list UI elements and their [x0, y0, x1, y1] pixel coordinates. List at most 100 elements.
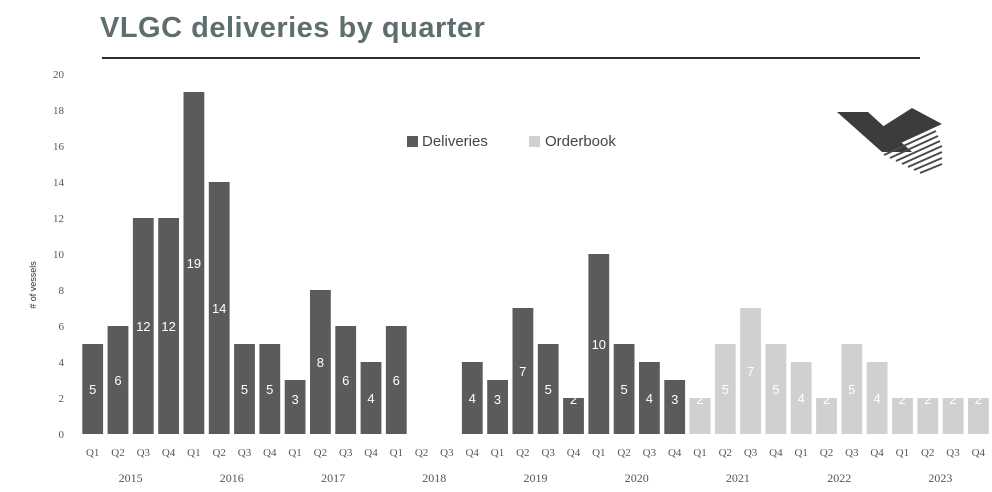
bar-deliveries	[487, 380, 508, 434]
quarter-label: Q3	[643, 447, 657, 459]
bar-value-label: 5	[266, 382, 273, 397]
bar-orderbook	[866, 362, 888, 434]
bar-value-label: 2	[949, 392, 956, 407]
bar-deliveries	[107, 326, 129, 434]
quarter-label: Q2	[719, 447, 732, 459]
year-label: 2020	[625, 471, 649, 485]
quarter-label: Q1	[187, 447, 200, 459]
bar-value-label: 6	[393, 373, 400, 388]
bar-value-label: 5	[722, 382, 729, 397]
quarter-label: Q3	[137, 447, 151, 459]
quarter-label: Q3	[845, 447, 859, 459]
quarter-label: Q4	[465, 447, 479, 459]
bar-deliveries	[158, 218, 179, 434]
title-underline	[102, 57, 920, 59]
quarter-label: Q1	[288, 447, 301, 459]
bar-value-label: 6	[342, 373, 349, 388]
bar-deliveries	[82, 344, 104, 434]
bar-value-label: 2	[696, 392, 703, 407]
y-tick-label: 0	[59, 429, 65, 441]
quarter-label: Q2	[212, 447, 225, 459]
bar-orderbook	[892, 398, 913, 434]
bar-orderbook	[942, 398, 964, 434]
bar-orderbook	[790, 362, 812, 434]
x-axis-labels: Q1 Q2 Q3 Q4 Q1 Q2 Q3 Q4 Q1 Q2 Q3 Q4 Q1 Q2 Q3 Q4 Q1 Q2 Q3 Q4…	[86, 447, 986, 485]
y-tick-label: 18	[53, 105, 65, 117]
bar-deliveries	[183, 92, 205, 434]
quarter-label: Q3	[440, 447, 454, 459]
bar-value-label: 2	[570, 392, 577, 407]
y-tick-label: 8	[59, 285, 65, 297]
bar-orderbook	[917, 398, 939, 434]
quarter-label: Q3	[744, 447, 758, 459]
quarter-label: Q4	[668, 447, 682, 459]
y-axis-title: # of vessels	[28, 261, 38, 309]
bar-value-label: 4	[469, 391, 476, 406]
quarter-label: Q3	[339, 447, 353, 459]
quarter-label: Q2	[415, 447, 428, 459]
bar-value-label: 10	[592, 337, 606, 352]
bar-deliveries	[284, 380, 306, 434]
y-tick-label: 4	[59, 357, 65, 369]
year-label: 2019	[524, 471, 548, 485]
quarter-label: Q3	[238, 447, 252, 459]
quarter-label: Q2	[111, 447, 124, 459]
chart-title: VLGC deliveries by quarter	[100, 12, 486, 44]
bar-value-label: 7	[747, 364, 754, 379]
quarter-label: Q1	[693, 447, 706, 459]
bar-value-label: 4	[798, 391, 805, 406]
year-label: 2022	[827, 471, 851, 485]
bar-deliveries	[563, 398, 584, 434]
legend-swatch-orderbook	[529, 136, 540, 147]
bar-value-label: 2	[899, 392, 906, 407]
bar-deliveries	[613, 344, 635, 434]
bar-deliveries	[537, 344, 559, 434]
bar-orderbook	[689, 398, 711, 434]
bars: 5612121914553864643752105432257542542222	[82, 92, 989, 434]
quarter-label: Q1	[86, 447, 99, 459]
bar-orderbook	[740, 308, 761, 434]
quarter-label: Q3	[946, 447, 960, 459]
year-label: 2016	[220, 471, 244, 485]
y-tick-label: 10	[53, 249, 65, 261]
bar-value-label: 12	[161, 319, 175, 334]
bar-value-label: 4	[367, 391, 374, 406]
bar-value-label: 2	[924, 392, 931, 407]
bar-value-label: 8	[317, 355, 324, 370]
quarter-label: Q4	[263, 447, 277, 459]
y-tick-label: 16	[53, 141, 65, 153]
quarter-label: Q2	[314, 447, 327, 459]
y-tick-label: 14	[53, 177, 65, 189]
bar-value-label: 5	[89, 382, 96, 397]
bar-orderbook	[816, 398, 837, 434]
quarter-label: Q4	[162, 447, 176, 459]
bar-orderbook	[968, 398, 989, 434]
bar-deliveries	[132, 218, 154, 434]
bar-value-label: 5	[848, 382, 855, 397]
quarter-label: Q2	[516, 447, 529, 459]
bar-deliveries	[208, 182, 230, 434]
quarter-label: Q4	[364, 447, 378, 459]
quarter-label: Q4	[870, 447, 884, 459]
bar-orderbook	[765, 344, 787, 434]
bar-orderbook	[714, 344, 736, 434]
y-tick-label: 2	[59, 393, 65, 405]
year-label: 2018	[422, 471, 446, 485]
bar-value-label: 3	[291, 392, 298, 407]
bar-deliveries	[310, 290, 331, 434]
quarter-label: Q2	[617, 447, 630, 459]
bar-deliveries	[259, 344, 281, 434]
legend-label-deliveries: Deliveries	[422, 133, 488, 150]
year-label: 2021	[726, 471, 750, 485]
quarter-label: Q1	[390, 447, 403, 459]
bar-deliveries	[512, 308, 534, 434]
bar-value-label: 2	[975, 392, 982, 407]
bar-value-label: 14	[212, 301, 226, 316]
bar-orderbook	[841, 344, 863, 434]
bar-value-label: 5	[241, 382, 248, 397]
quarter-label: Q4	[769, 447, 783, 459]
bar-value-label: 7	[519, 364, 526, 379]
year-label: 2023	[928, 471, 952, 485]
legend-label-orderbook: Orderbook	[545, 133, 616, 150]
bar-deliveries	[664, 380, 686, 434]
